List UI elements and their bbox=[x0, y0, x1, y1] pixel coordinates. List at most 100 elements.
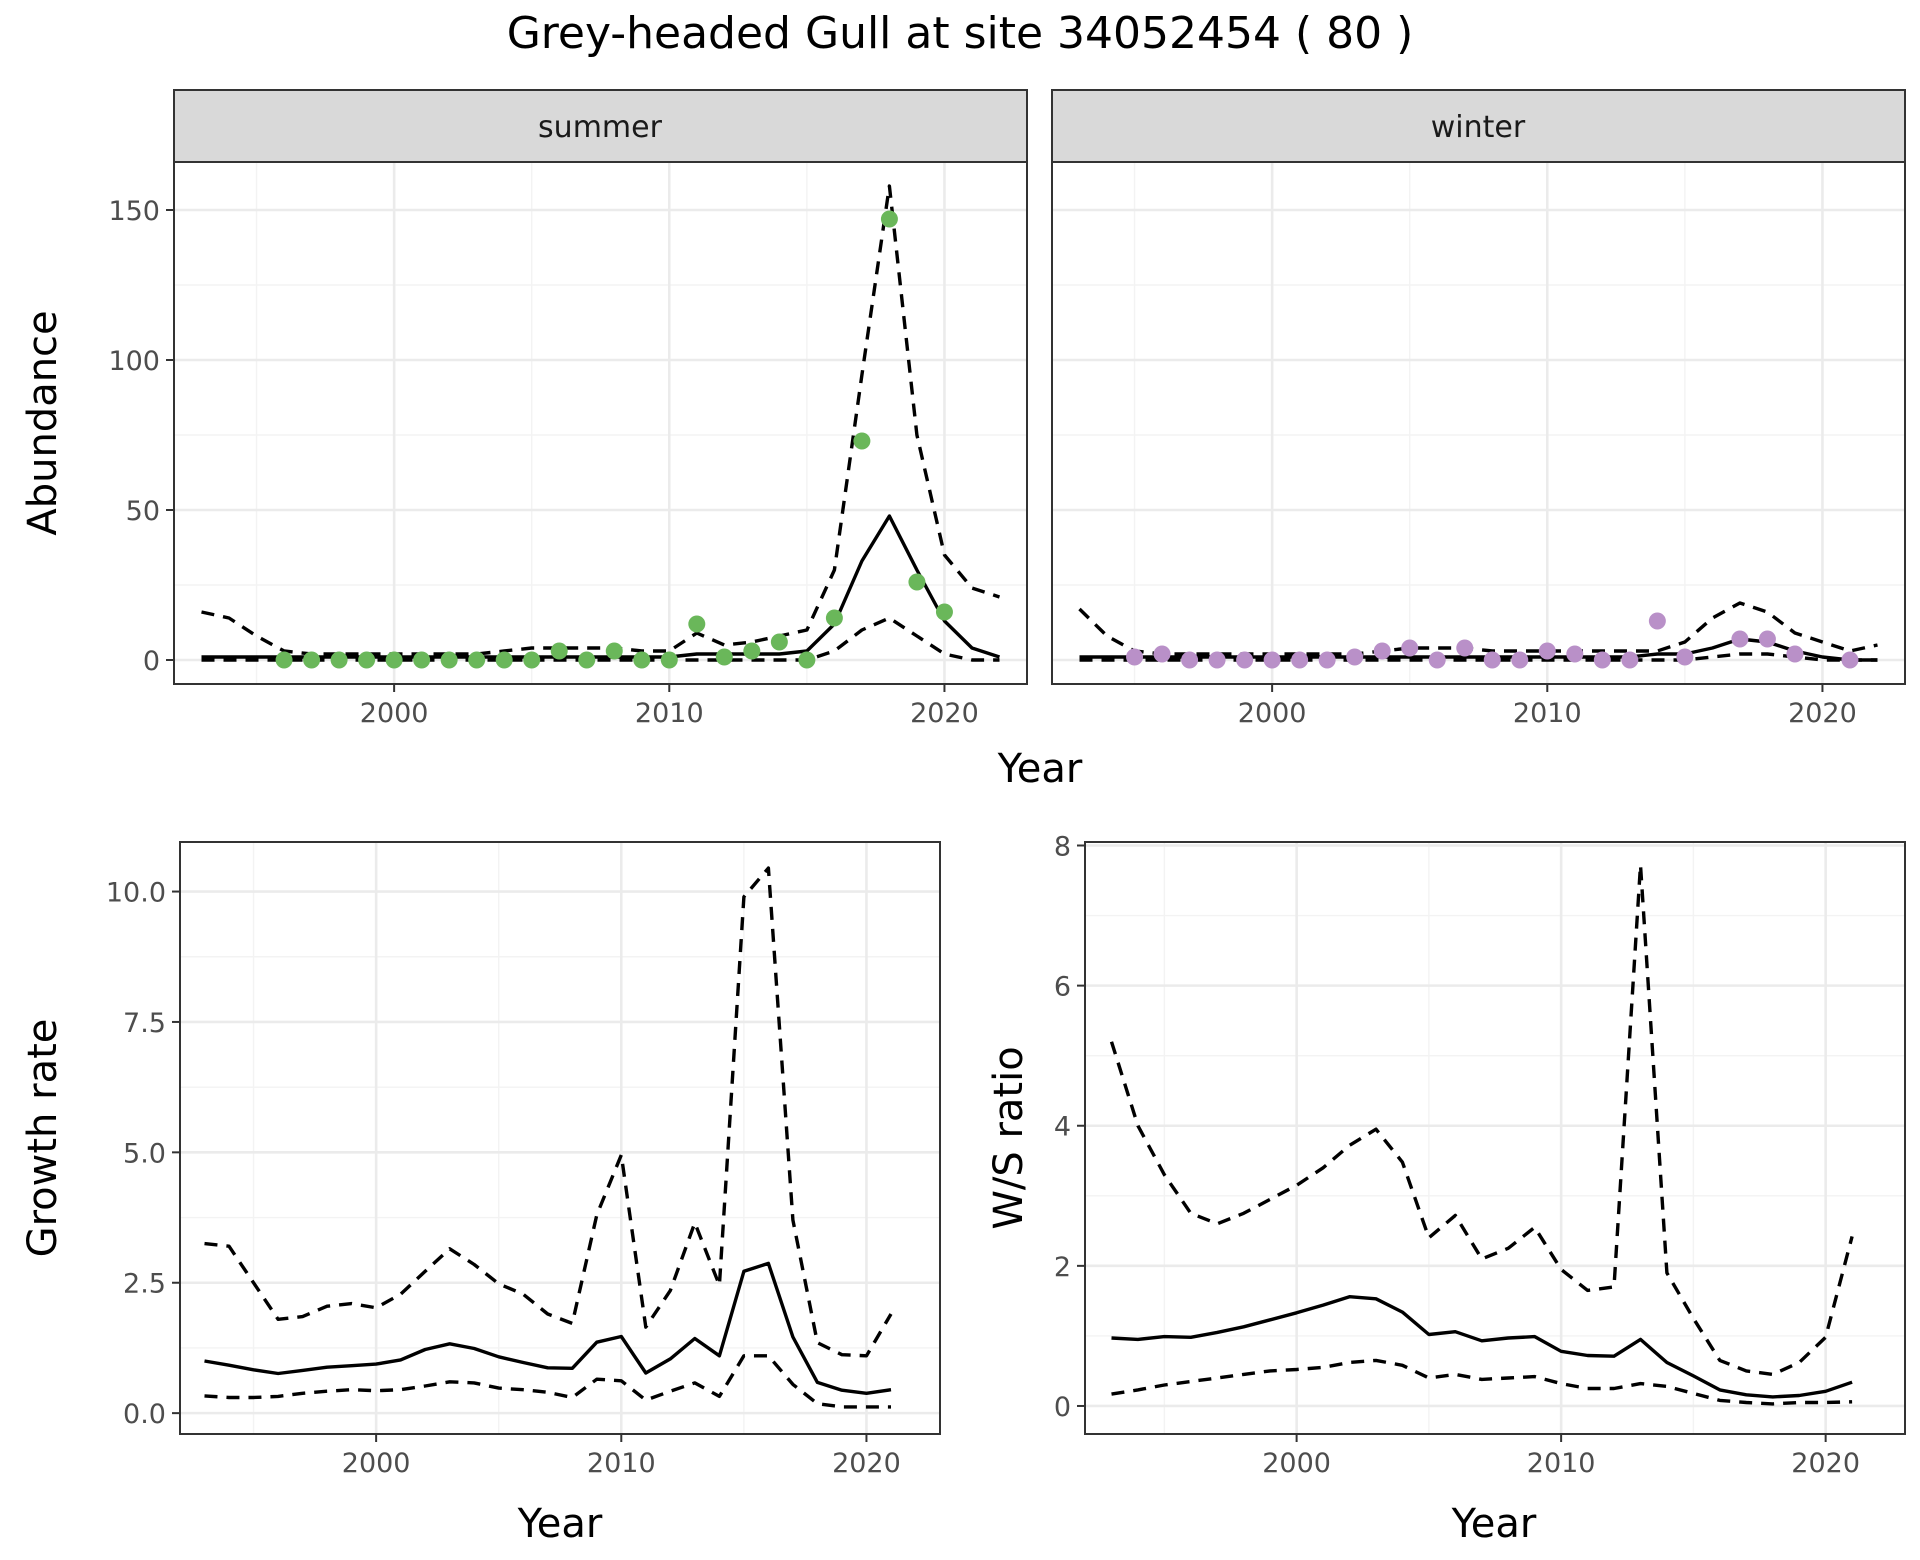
y-tick-label: 2 bbox=[1054, 1252, 1071, 1283]
y-tick-label: 0.0 bbox=[123, 1399, 166, 1430]
data-point bbox=[1263, 651, 1281, 669]
data-point bbox=[1318, 651, 1336, 669]
data-point bbox=[578, 651, 596, 669]
figure-title: Grey-headed Gull at site 34052454 ( 80 ) bbox=[507, 8, 1414, 59]
data-point bbox=[1126, 648, 1144, 666]
data-point bbox=[1511, 651, 1529, 669]
x-tick-label: 2020 bbox=[910, 698, 979, 729]
data-point bbox=[1181, 651, 1199, 669]
y-tick-label: 0 bbox=[143, 646, 160, 677]
x-tick-label: 2000 bbox=[1238, 698, 1307, 729]
panel-growth-rate: 2000 2010 2020 0.0 2.5 5.0 7.5 10.0 bbox=[106, 841, 941, 1479]
data-point bbox=[330, 651, 348, 669]
facet-strip-winter bbox=[1051, 89, 1906, 163]
y-axis: 0 50 100 150 bbox=[108, 196, 174, 677]
data-point bbox=[495, 651, 513, 669]
x-tick-label: 2000 bbox=[1262, 1448, 1331, 1479]
data-point bbox=[1428, 651, 1446, 669]
data-point bbox=[1346, 648, 1364, 666]
data-point bbox=[1676, 648, 1694, 666]
panel-abundance-winter: winter 2000 2010 2020 bbox=[1051, 89, 1906, 729]
data-point bbox=[468, 651, 486, 669]
x-axis: 2000 2010 2020 bbox=[342, 1434, 901, 1479]
y-axis: 0 2 4 6 8 bbox=[1054, 832, 1085, 1423]
x-axis: 2000 2010 2020 bbox=[1262, 1434, 1860, 1479]
data-point bbox=[935, 603, 953, 621]
y-tick-label: 7.5 bbox=[123, 1008, 166, 1039]
points-layer bbox=[1126, 612, 1859, 669]
data-point bbox=[1731, 630, 1749, 648]
series-layer bbox=[1109, 863, 1854, 1406]
y-axis-title-growth-rate: Growth rate bbox=[20, 1019, 66, 1258]
facet-strip-label-summer: summer bbox=[538, 110, 663, 145]
points-layer bbox=[275, 210, 953, 669]
data-point bbox=[1841, 651, 1859, 669]
y-tick-label: 8 bbox=[1054, 832, 1071, 863]
data-point bbox=[1786, 645, 1804, 663]
x-tick-label: 2010 bbox=[587, 1448, 656, 1479]
y-tick-label: 10.0 bbox=[106, 878, 166, 909]
data-point bbox=[1758, 630, 1776, 648]
x-axis-title-growth-rate: Year bbox=[517, 1501, 603, 1547]
data-point bbox=[440, 651, 458, 669]
x-tick-label: 2010 bbox=[1527, 1448, 1596, 1479]
data-point bbox=[1538, 642, 1556, 660]
data-point bbox=[688, 615, 706, 633]
x-axis: 2000 2010 2020 bbox=[360, 684, 979, 729]
panel-border bbox=[179, 841, 941, 1435]
series-line-lower bbox=[1111, 1358, 1853, 1406]
y-tick-label: 6 bbox=[1054, 972, 1071, 1003]
y-tick-label: 2.5 bbox=[123, 1269, 166, 1300]
x-axis-title-ws-ratio: Year bbox=[1451, 1501, 1537, 1547]
data-point bbox=[633, 651, 651, 669]
data-point bbox=[413, 651, 431, 669]
data-point bbox=[1648, 612, 1666, 630]
x-tick-label: 2020 bbox=[832, 1448, 901, 1479]
data-point bbox=[523, 651, 541, 669]
series-line-mean bbox=[1111, 1295, 1853, 1399]
data-point bbox=[1593, 651, 1611, 669]
series-line-lower bbox=[204, 1354, 891, 1409]
grid bbox=[1085, 842, 1905, 1434]
panel-border bbox=[173, 161, 1028, 685]
series-line-upper bbox=[1078, 601, 1878, 656]
panel-ws-ratio: 2000 2010 2020 0 2 4 6 8 bbox=[1054, 832, 1906, 1479]
series-line-mean bbox=[204, 1261, 892, 1395]
panel-border bbox=[1084, 841, 1906, 1435]
series-layer bbox=[204, 866, 893, 1409]
data-point bbox=[908, 573, 926, 591]
x-tick-label: 2000 bbox=[342, 1448, 411, 1479]
y-tick-label: 5.0 bbox=[123, 1138, 166, 1169]
data-point bbox=[1153, 645, 1171, 663]
data-point bbox=[880, 210, 898, 228]
grid bbox=[180, 842, 940, 1434]
x-axis: 2000 2010 2020 bbox=[1238, 684, 1857, 729]
data-point bbox=[743, 642, 761, 660]
x-tick-label: 2000 bbox=[360, 698, 429, 729]
data-point bbox=[1401, 639, 1419, 657]
data-point bbox=[358, 651, 376, 669]
data-point bbox=[1621, 651, 1639, 669]
x-tick-label: 2010 bbox=[635, 698, 704, 729]
x-tick-label: 2020 bbox=[1791, 1448, 1860, 1479]
x-axis-title-top: Year bbox=[997, 746, 1083, 792]
series-line-upper bbox=[1109, 863, 1854, 1377]
facet-strip-summer bbox=[173, 89, 1028, 163]
data-point bbox=[1373, 642, 1391, 660]
data-point bbox=[853, 432, 871, 450]
data-point bbox=[1566, 645, 1584, 663]
data-point bbox=[550, 642, 568, 660]
data-point bbox=[303, 651, 321, 669]
data-point bbox=[825, 609, 843, 627]
y-tick-label: 4 bbox=[1054, 1112, 1071, 1143]
y-tick-label: 50 bbox=[126, 496, 160, 527]
data-point bbox=[605, 642, 623, 660]
y-axis-title-abundance: Abundance bbox=[20, 310, 66, 535]
panel-abundance-summer: summer 2000 2010 2020 0 50 100 150 bbox=[108, 89, 1028, 729]
data-point bbox=[660, 651, 678, 669]
y-tick-label: 0 bbox=[1054, 1392, 1071, 1423]
panel-border bbox=[1051, 161, 1906, 685]
data-point bbox=[1291, 651, 1309, 669]
